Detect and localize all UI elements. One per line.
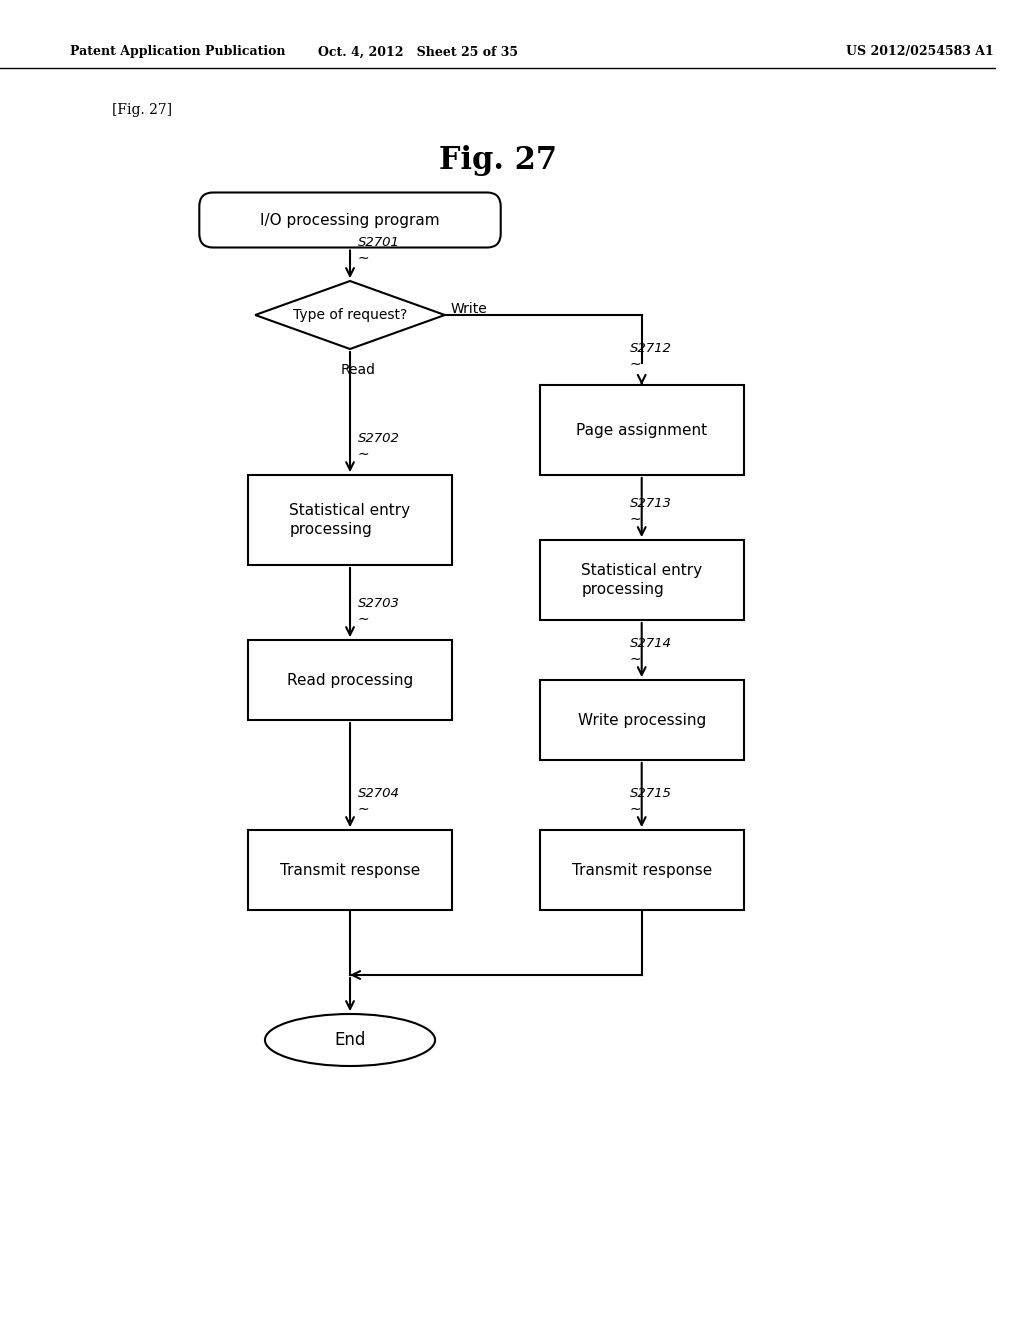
Text: Read processing: Read processing bbox=[287, 672, 413, 688]
Text: ∼: ∼ bbox=[357, 447, 370, 461]
Text: Write: Write bbox=[451, 302, 487, 315]
Text: S2713: S2713 bbox=[630, 498, 672, 510]
Text: Read: Read bbox=[340, 363, 375, 378]
Text: Fig. 27: Fig. 27 bbox=[439, 144, 557, 176]
Bar bbox=[540, 540, 743, 620]
Text: Transmit response: Transmit response bbox=[571, 862, 712, 878]
Bar bbox=[248, 830, 453, 909]
Text: End: End bbox=[334, 1031, 366, 1049]
Bar bbox=[540, 680, 743, 760]
Bar bbox=[248, 640, 453, 719]
Text: Write processing: Write processing bbox=[578, 713, 706, 727]
Text: ∼: ∼ bbox=[630, 803, 642, 816]
Text: ∼: ∼ bbox=[357, 803, 370, 816]
Text: S2702: S2702 bbox=[357, 432, 399, 445]
Text: S2715: S2715 bbox=[630, 787, 672, 800]
Text: ∼: ∼ bbox=[357, 612, 370, 626]
Bar bbox=[248, 475, 453, 565]
Text: Statistical entry
processing: Statistical entry processing bbox=[582, 562, 702, 598]
Text: I/O processing program: I/O processing program bbox=[260, 213, 440, 227]
Text: Page assignment: Page assignment bbox=[577, 422, 708, 437]
FancyBboxPatch shape bbox=[200, 193, 501, 248]
Text: S2712: S2712 bbox=[630, 342, 672, 355]
Polygon shape bbox=[255, 281, 444, 348]
Text: US 2012/0254583 A1: US 2012/0254583 A1 bbox=[846, 45, 993, 58]
Text: Statistical entry
processing: Statistical entry processing bbox=[290, 503, 411, 537]
Text: S2704: S2704 bbox=[357, 787, 399, 800]
Text: S2703: S2703 bbox=[357, 597, 399, 610]
Ellipse shape bbox=[265, 1014, 435, 1067]
Bar bbox=[540, 385, 743, 475]
Text: ∼: ∼ bbox=[357, 251, 370, 265]
Bar bbox=[540, 830, 743, 909]
Text: S2714: S2714 bbox=[630, 638, 672, 649]
Text: ∼: ∼ bbox=[630, 512, 642, 525]
Text: Type of request?: Type of request? bbox=[293, 308, 408, 322]
Text: [Fig. 27]: [Fig. 27] bbox=[112, 103, 172, 117]
Text: Oct. 4, 2012   Sheet 25 of 35: Oct. 4, 2012 Sheet 25 of 35 bbox=[318, 45, 518, 58]
Text: S2701: S2701 bbox=[357, 236, 399, 249]
Text: Transmit response: Transmit response bbox=[280, 862, 420, 878]
Text: ∼: ∼ bbox=[630, 652, 642, 667]
Text: ∼: ∼ bbox=[630, 356, 642, 371]
Text: Patent Application Publication: Patent Application Publication bbox=[70, 45, 286, 58]
